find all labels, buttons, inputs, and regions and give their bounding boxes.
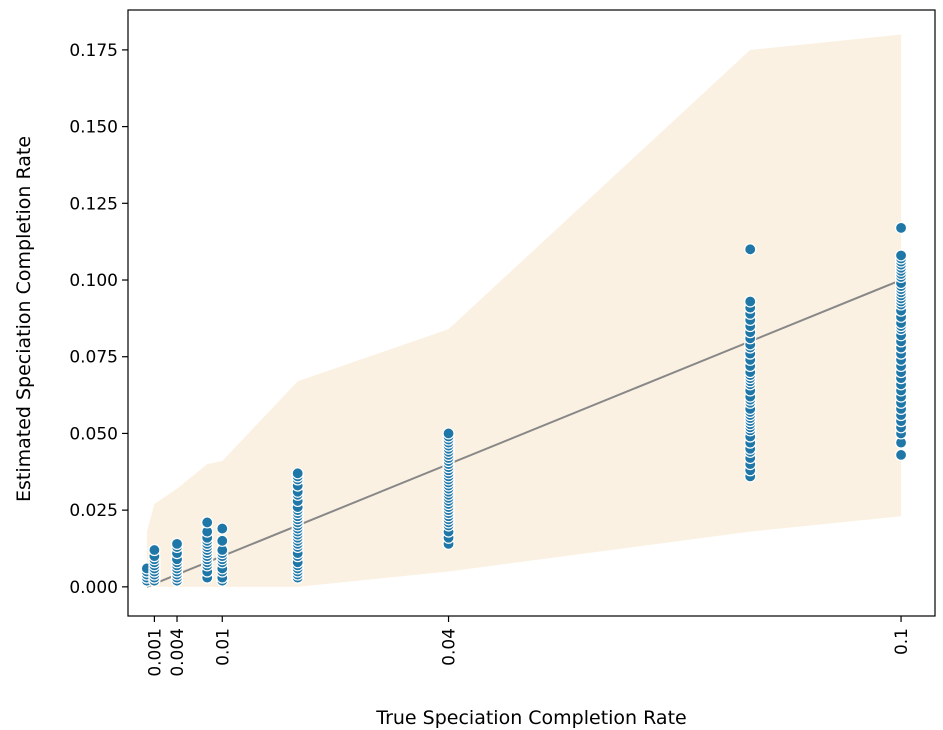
ticks-layer: 0.000 0.025 0.050 0.075 0.100 0.125 0.150 0.175… (69, 41, 912, 677)
y-tick-label: 0.175 (69, 41, 118, 61)
data-point (894, 249, 908, 262)
data-point (894, 448, 908, 462)
data-point (216, 522, 229, 535)
x-tick-label: 0.04 (440, 628, 460, 666)
data-points-layer (140, 221, 908, 587)
confidence-band-layer (146, 34, 902, 587)
y-tick-label: 0.050 (69, 424, 118, 444)
plot-frame (127, 9, 936, 617)
data-point (894, 221, 908, 234)
y-tick-label: 0.150 (69, 118, 118, 138)
reference-line-layer (146, 279, 902, 588)
y-axis-label: Estimated Speciation Completion Rate (13, 136, 35, 502)
x-tick-label: 0.1 (892, 628, 912, 655)
y-tick-label: 0.025 (69, 501, 118, 521)
axes-layer (127, 9, 936, 617)
y-tick-label: 0.125 (69, 194, 118, 214)
x-tick-label: 0.01 (213, 628, 233, 666)
data-point (216, 534, 229, 547)
y-tick-label: 0.075 (69, 348, 118, 368)
identity-line (146, 279, 902, 588)
y-tick-label: 0.100 (69, 271, 118, 291)
y-tick-label: 0.000 (69, 578, 118, 598)
x-tick-label: 0.001 (145, 628, 165, 677)
data-point (148, 543, 161, 557)
data-point (442, 427, 455, 440)
data-point (201, 516, 214, 529)
data-point (744, 295, 757, 308)
data-point (744, 243, 757, 256)
data-point (170, 537, 184, 550)
x-tick-label: 0.004 (168, 628, 188, 677)
data-point (291, 467, 304, 480)
confidence-band (146, 34, 902, 587)
x-axis-label: True Speciation Completion Rate (375, 707, 686, 729)
